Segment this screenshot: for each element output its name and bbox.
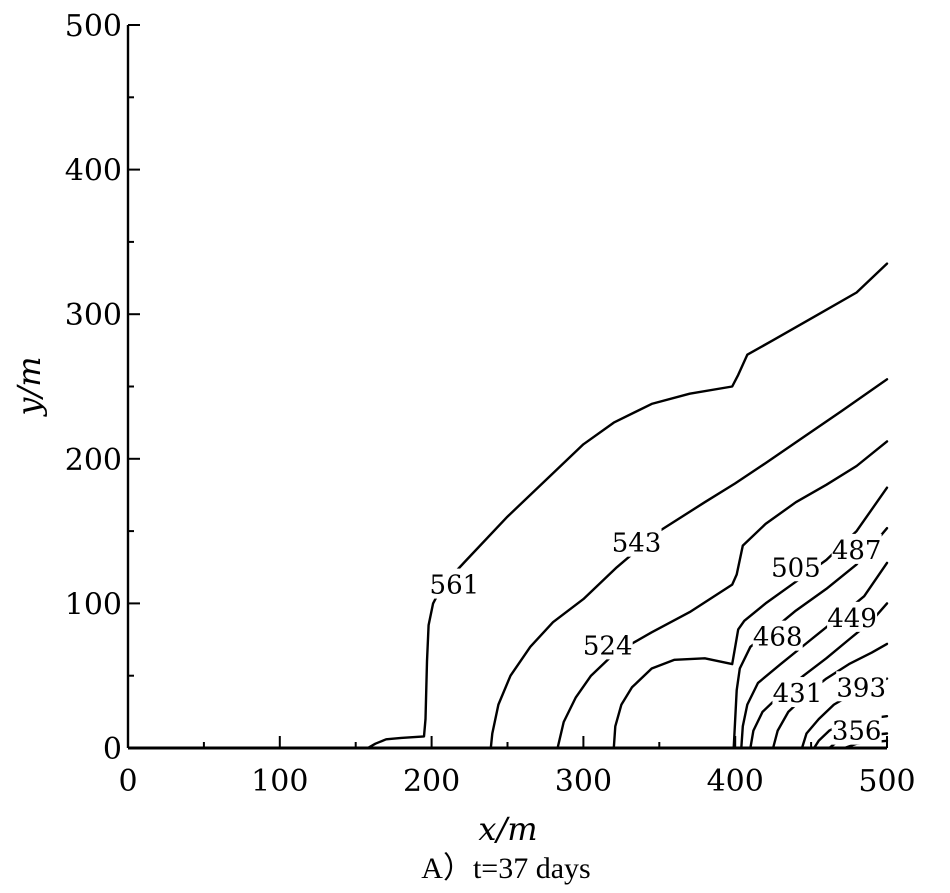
y-tick-label: 300 xyxy=(65,298,122,333)
contour-label-background xyxy=(827,601,878,632)
contour-label-text: 524 xyxy=(583,631,633,661)
y-tick-label: 500 xyxy=(65,9,122,44)
contour-label-background xyxy=(770,551,821,582)
x-tick-label: 400 xyxy=(707,764,764,799)
y-tick-label: 0 xyxy=(103,732,122,767)
x-tick-label: 300 xyxy=(555,764,612,799)
contour-line-524 xyxy=(556,440,889,750)
contour-label-text: 505 xyxy=(771,553,821,583)
contour-label-505: 505 xyxy=(770,551,821,583)
ticks xyxy=(127,24,888,749)
contour-line-543 xyxy=(489,378,889,750)
x-axis-title: x/m xyxy=(478,810,537,848)
contour-label-background xyxy=(611,526,662,557)
contour-label-393: 393 xyxy=(836,671,887,703)
contour-label-561: 561 xyxy=(429,568,480,601)
contour-label-text: 468 xyxy=(753,623,803,653)
contour-labels: 561 543 524 505 487 468 449 431 393 356 xyxy=(429,526,887,747)
y-tick-label: 100 xyxy=(65,587,122,622)
contour-label-449: 449 xyxy=(827,601,878,634)
y-tick-label: 400 xyxy=(65,154,122,189)
contour-label-text: 561 xyxy=(430,571,480,601)
contour-label-543: 543 xyxy=(611,526,662,559)
contour-label-text: 543 xyxy=(612,529,662,559)
x-tick-label: 0 xyxy=(118,764,137,799)
contour-label-468: 468 xyxy=(752,620,803,653)
contour-label-background xyxy=(429,568,480,599)
contour-label-text: 393 xyxy=(836,673,886,703)
contour-label-background xyxy=(772,677,823,708)
contour-label-background xyxy=(831,714,882,745)
contour-line-561 xyxy=(366,262,889,750)
contour-label-text: 487 xyxy=(832,536,882,566)
y-axis-title: y/m xyxy=(10,356,48,417)
contour-lines xyxy=(366,262,889,750)
y-tick-label: 200 xyxy=(65,443,122,478)
contour-label-356: 356 xyxy=(831,714,882,747)
contour-label-background xyxy=(752,620,803,651)
contour-label-text: 449 xyxy=(827,604,877,634)
contour-label-background xyxy=(831,533,882,564)
contour-label-background xyxy=(836,671,887,702)
contour-label-background xyxy=(582,629,633,660)
x-tick-label: 200 xyxy=(403,764,460,799)
contour-label-487: 487 xyxy=(831,533,882,566)
contour-label-431: 431 xyxy=(772,677,823,709)
x-tick-label: 100 xyxy=(251,764,308,799)
tick-labels: 0 100 200 300 400 500 0 100 200 300 400 500 xyxy=(65,9,916,799)
contour-label-524: 524 xyxy=(582,629,633,661)
contour-label-text: 431 xyxy=(773,679,823,709)
figure-caption: A）t=37 days xyxy=(421,852,590,885)
contour-label-text: 356 xyxy=(832,717,882,747)
x-tick-label: 500 xyxy=(858,764,915,799)
